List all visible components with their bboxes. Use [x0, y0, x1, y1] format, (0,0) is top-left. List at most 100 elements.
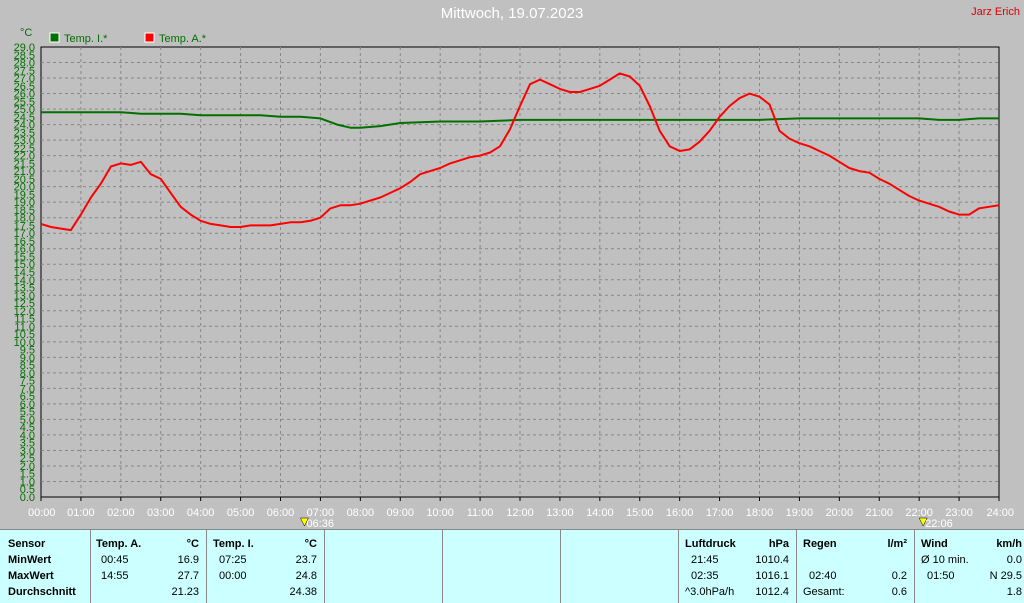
temp-a-max-value: 27.7: [177, 570, 199, 582]
rain-column: Regen l/m² 02:40 0.2 Gesamt: 0.6: [796, 530, 914, 603]
y-tick-label: 3.0: [20, 445, 35, 457]
legend-label-outside: Temp. A.*: [159, 33, 207, 45]
y-tick-label: 5.5: [20, 407, 35, 419]
temp-a-header: Temp. A.: [96, 538, 142, 550]
legend: Temp. I.* Temp. A.*: [49, 32, 207, 45]
temp-outside-column: Temp. A. °C 00:45 16.9 14:55 27.7 21.23: [90, 530, 206, 603]
y-tick-label: 18.5: [14, 205, 35, 217]
x-tick-label: 17:00: [706, 507, 734, 519]
series-lines: [40, 72, 1000, 232]
y-tick-label: 20.5: [14, 174, 35, 186]
y-tick-label: 0.5: [20, 484, 35, 496]
y-tick-label: 1.5: [20, 469, 35, 481]
pressure-current: 1012.4: [755, 586, 789, 598]
y-tick-label: 18.0: [14, 213, 35, 225]
y-tick-label: 3.5: [20, 438, 35, 450]
sunrise-icon: [300, 517, 309, 527]
y-tick-label: 15.0: [14, 259, 35, 271]
y-tick-label: 23.5: [14, 127, 35, 139]
temp-i-max-time: 00:00: [219, 570, 247, 582]
y-tick-label: 9.5: [20, 345, 35, 357]
y-tick-label: 14.0: [14, 275, 35, 287]
y-tick-label: 27.0: [14, 73, 35, 85]
y-tick-label: 21.5: [14, 158, 35, 170]
y-tick-label: 26.5: [14, 81, 35, 93]
x-tick-label: 04:00: [187, 507, 215, 519]
pressure-header: Luftdruck: [685, 538, 736, 550]
y-tick-label: 0.0: [20, 492, 35, 504]
grid: [40, 47, 1000, 501]
y-tick-label: 4.0: [20, 430, 35, 442]
pressure-min-value: 1010.4: [755, 554, 789, 566]
y-tick-label: 20.0: [14, 182, 35, 194]
x-tick-label: 20:00: [826, 507, 854, 519]
y-tick-label: 8.5: [20, 360, 35, 372]
pressure-column: Luftdruck hPa 21:45 1010.4 02:35 1016.1 …: [678, 530, 796, 603]
y-tick-label: 13.0: [14, 290, 35, 302]
x-tick-label: 11:00: [467, 507, 494, 519]
x-tick-label: 03:00: [147, 507, 175, 519]
pressure-unit: hPa: [768, 538, 789, 550]
station-owner: Jarz Erich: [971, 6, 1020, 18]
temp-a-average: 21.23: [171, 586, 199, 598]
y-tick-label: 8.0: [20, 368, 35, 380]
y-tick-label: 10.0: [14, 337, 35, 349]
wind-unit: km/h: [996, 538, 1022, 550]
y-tick-label: 19.0: [14, 197, 35, 209]
y-tick-label: 25.0: [14, 104, 35, 116]
pressure-max-value: 1016.1: [755, 570, 789, 582]
y-tick-label: 10.5: [14, 329, 35, 341]
y-tick-label: 22.0: [14, 151, 35, 163]
y-tick-label: 15.5: [14, 251, 35, 263]
x-tick-label: 06:00: [267, 507, 295, 519]
sunset-time: 22:06: [925, 518, 953, 529]
sensor-header: Sensor: [8, 538, 46, 550]
wind-header: Wind: [921, 538, 948, 550]
rain-time: 02:40: [809, 570, 837, 582]
rain-total-label: Gesamt:: [803, 586, 845, 598]
temp-i-average: 24.38: [289, 586, 317, 598]
y-tick-label: 21.0: [14, 166, 35, 178]
stats-table: Sensor MinWert MaxWert Durchschnitt Temp…: [0, 529, 1024, 603]
legend-swatch-outside: [144, 32, 155, 43]
empty-column-2: [442, 530, 560, 603]
sensor-column: Sensor MinWert MaxWert Durchschnitt: [0, 530, 90, 603]
temp-a-max-time: 14:55: [101, 570, 129, 582]
y-tick-label: 26.0: [14, 89, 35, 101]
empty-column-1: [324, 530, 442, 603]
max-label: MaxWert: [8, 570, 54, 582]
sunset-marker: 22:06: [918, 517, 953, 529]
y-tick-labels: 0.00.51.01.52.02.53.03.54.04.55.05.56.06…: [14, 42, 35, 504]
x-tick-label: 14:00: [586, 507, 614, 519]
x-tick-label: 12:00: [506, 507, 534, 519]
x-tick-label: 21:00: [865, 507, 893, 519]
rain-unit: l/m²: [887, 538, 907, 550]
y-tick-label: 22.5: [14, 143, 35, 155]
y-tick-label: 12.5: [14, 298, 35, 310]
temp-a-min-value: 16.9: [177, 554, 199, 566]
y-tick-label: 14.5: [14, 267, 35, 279]
temp-a-unit: °C: [186, 538, 199, 550]
x-tick-label: 15:00: [626, 507, 654, 519]
series-line-outside: [40, 72, 1000, 232]
y-tick-label: 12.0: [14, 306, 35, 318]
y-tick-label: 11.5: [14, 314, 35, 326]
y-tick-label: 16.5: [14, 236, 35, 248]
y-tick-label: 28.5: [14, 50, 35, 62]
temperature-chart: 0.00.51.01.52.02.53.03.54.04.55.05.56.06…: [14, 27, 1014, 529]
x-tick-label: 08:00: [347, 507, 375, 519]
min-label: MinWert: [8, 554, 52, 566]
y-tick-label: 2.0: [20, 461, 35, 473]
temp-i-min-time: 07:25: [219, 554, 247, 566]
sunrise-time: 06:36: [306, 518, 334, 529]
y-tick-label: 2.5: [20, 453, 35, 465]
x-tick-label: 01:00: [67, 507, 95, 519]
y-axis-unit: °C: [20, 27, 32, 39]
y-tick-label: 17.0: [14, 228, 35, 240]
series-line-inside: [41, 111, 999, 129]
y-tick-label: 27.5: [14, 65, 35, 77]
y-tick-label: 11.0: [14, 321, 35, 333]
temp-i-min-value: 23.7: [295, 554, 317, 566]
x-tick-label: 02:00: [107, 507, 135, 519]
y-tick-label: 17.5: [14, 220, 35, 232]
